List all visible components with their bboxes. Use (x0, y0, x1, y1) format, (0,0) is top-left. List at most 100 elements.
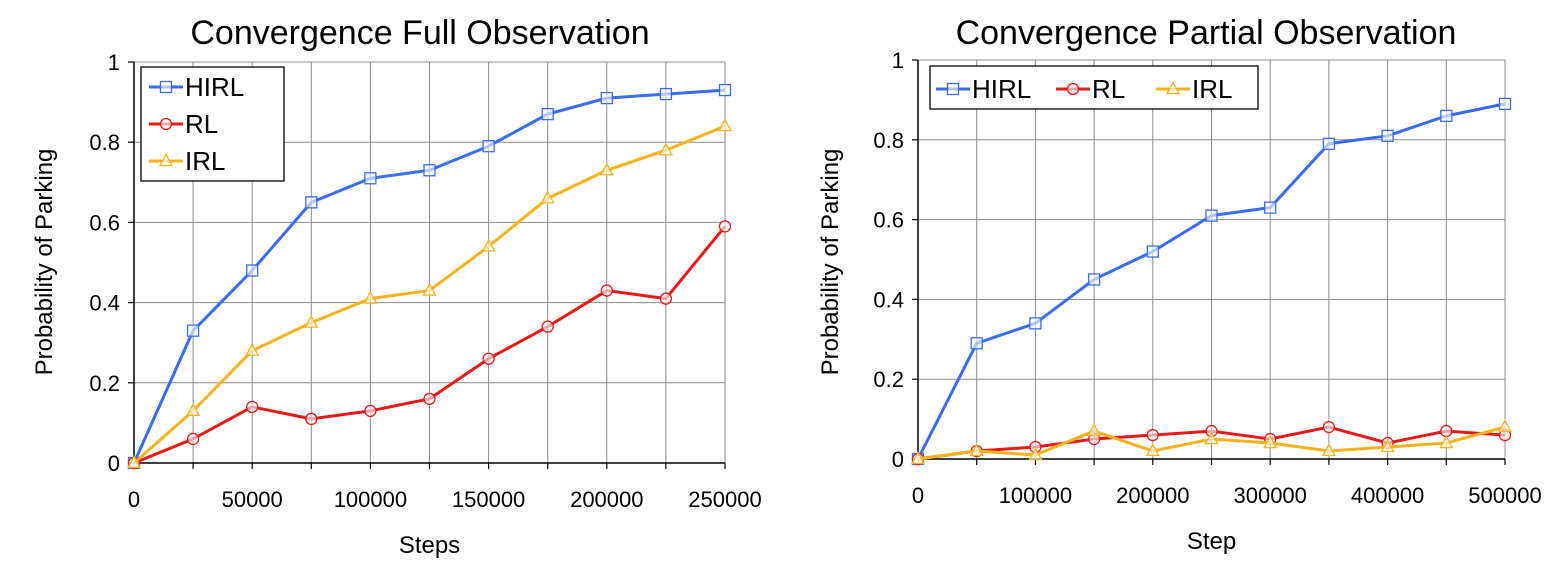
series-irl (910, 419, 1513, 465)
legend-label: RL (1092, 74, 1125, 104)
data-point-irl (717, 118, 733, 132)
chart-title: Convergence Partial Observation (956, 14, 1457, 52)
legend-label: HIRL (972, 74, 1031, 104)
data-point-hirl (246, 264, 259, 277)
data-point-irl (969, 443, 984, 457)
data-point-hirl (1381, 129, 1394, 142)
data-point-irl (1145, 443, 1160, 457)
x-tick-label: 400000 (1351, 483, 1424, 508)
legend-item-rl: RL (1056, 74, 1125, 104)
data-point-irl (1263, 435, 1278, 449)
data-point-rl (1146, 428, 1159, 442)
x-tick-label: 300000 (1233, 483, 1306, 508)
data-point-irl (1321, 443, 1336, 457)
data-point-irl (363, 290, 378, 304)
series-rl (127, 220, 732, 470)
data-point-irl (126, 455, 142, 469)
data-point-hirl (970, 337, 983, 350)
data-point-irl (540, 190, 555, 204)
data-point-hirl (1029, 317, 1042, 330)
data-point-rl (482, 352, 495, 365)
data-point-hirl (659, 87, 673, 101)
x-tick-label: 200000 (1116, 483, 1189, 508)
legend: HIRL RL IRL (140, 66, 285, 182)
legend-item-hirl: HIRL (149, 72, 244, 102)
legend: HIRL RL IRL (929, 65, 1259, 110)
legend-box (929, 65, 1259, 110)
x-axis-label: Step (1187, 528, 1236, 555)
legend-label: IRL (1192, 74, 1232, 104)
data-point-hirl (423, 164, 436, 177)
x-tick-label: 50000 (222, 487, 283, 512)
y-tick-label: 0 (108, 451, 120, 476)
data-point-rl (423, 392, 436, 405)
data-point-rl (246, 400, 259, 414)
data-point-irl (186, 403, 201, 417)
y-axis-label: Probability of Parking (31, 149, 58, 376)
data-point-hirl (541, 107, 554, 121)
legend-label: HIRL (185, 72, 244, 102)
data-point-irl (658, 142, 673, 156)
legend-marker (159, 80, 173, 94)
legend-item-irl: IRL (1156, 74, 1232, 104)
y-tick-label: 0.2 (873, 367, 904, 392)
data-point-rl (718, 220, 732, 233)
legend-marker (1165, 81, 1181, 95)
data-point-irl (1380, 439, 1395, 453)
data-point-rl (186, 432, 200, 446)
data-point-hirl (482, 140, 495, 153)
y-tick-label: 0.8 (873, 128, 904, 153)
data-point-rl (600, 284, 613, 297)
legend-item-hirl: HIRL (936, 74, 1031, 104)
data-point-irl (304, 314, 319, 328)
data-point-rl (364, 404, 377, 418)
x-tick-label: 250000 (688, 487, 761, 512)
series-hirl (127, 83, 732, 470)
y-tick-label: 1 (108, 50, 120, 75)
legend-label: IRL (185, 146, 225, 176)
data-point-irl (1497, 419, 1513, 433)
data-point-hirl (718, 83, 732, 97)
legend-item-irl: IRL (149, 146, 225, 176)
data-point-irl (245, 342, 260, 356)
legend-marker (1066, 82, 1080, 96)
y-axis-label: Probability of Parking (817, 149, 844, 376)
data-point-irl (1028, 447, 1043, 461)
y-tick-label: 0.6 (89, 210, 120, 235)
data-point-rl (1440, 424, 1453, 438)
data-point-hirl (1498, 97, 1512, 111)
x-tick-label: 100000 (334, 487, 407, 512)
data-point-rl (541, 320, 554, 333)
data-point-hirl (186, 324, 200, 337)
x-tick-label: 200000 (570, 487, 643, 512)
data-point-rl (1322, 420, 1336, 434)
x-tick-label: 500000 (1468, 483, 1541, 508)
data-point-hirl (364, 172, 377, 185)
data-point-irl (1204, 431, 1219, 445)
x-tick-label: 0 (128, 487, 140, 512)
data-point-rl (305, 412, 318, 426)
data-point-hirl (600, 91, 613, 105)
data-point-hirl (1440, 109, 1453, 123)
data-point-rl (659, 292, 673, 305)
y-tick-label: 1 (892, 48, 904, 73)
data-point-irl (481, 238, 496, 252)
legend-marker (159, 117, 173, 131)
x-tick-label: 0 (912, 483, 924, 508)
data-point-hirl (1264, 201, 1277, 214)
y-tick-label: 0.4 (89, 291, 120, 316)
y-tick-label: 0.6 (873, 208, 904, 233)
x-tick-label: 150000 (452, 487, 525, 512)
data-point-irl (910, 451, 926, 465)
data-point-irl (1087, 423, 1102, 437)
chart-title: Convergence Full Observation (190, 14, 649, 52)
data-point-hirl (1205, 209, 1218, 222)
y-tick-label: 0.4 (873, 287, 904, 312)
y-tick-label: 0.8 (89, 130, 120, 155)
x-axis-label: Steps (399, 532, 460, 559)
series-irl (126, 118, 733, 469)
legend-label: RL (185, 109, 218, 139)
data-point-irl (599, 162, 614, 176)
chart-2: Convergence Partial Observation 0 100000 20… (817, 14, 1542, 555)
